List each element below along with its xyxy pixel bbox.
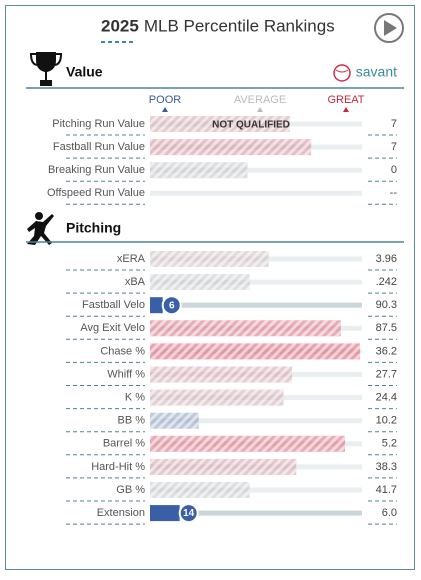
bar-hatch	[150, 458, 297, 475]
savant-logo: savant	[356, 64, 397, 80]
percentile-track	[150, 190, 362, 196]
section-title: Pitching	[66, 220, 121, 236]
legend-average: AVERAGE	[234, 94, 286, 106]
percentile-bar	[150, 297, 163, 314]
bar-hatch	[150, 139, 312, 156]
metric-value: 7	[391, 118, 397, 130]
percentile-track	[150, 302, 362, 308]
not-qualified: NOT QUALIFIED	[212, 120, 290, 131]
bar-hatch	[150, 366, 293, 383]
metric-label: GB %	[116, 484, 145, 496]
metric-label: Extension	[97, 507, 145, 519]
bar-hatch	[150, 343, 360, 360]
metric-value: 41.7	[376, 484, 397, 496]
metric-label: Barrel %	[103, 438, 145, 450]
metric-label: Offspeed Run Value	[47, 187, 145, 199]
metric-value: 3.96	[376, 253, 397, 265]
percentile-badge	[161, 295, 182, 316]
legend-arrow	[257, 107, 263, 112]
metric-label: Whiff %	[107, 368, 145, 380]
pitcher-icon	[27, 212, 54, 245]
bar-hatch	[150, 320, 341, 337]
metric-label: Chase %	[100, 345, 145, 357]
metric-value: 90.3	[376, 299, 397, 311]
metric-value: 38.3	[376, 461, 397, 473]
metric-value: --	[390, 187, 398, 199]
metric-value: 7	[391, 141, 397, 153]
percentile-track	[150, 279, 362, 285]
metric-label: Breaking Run Value	[48, 164, 145, 176]
metric-label: xBA	[125, 276, 146, 288]
legend-poor: POOR	[149, 94, 181, 106]
percentile-track	[150, 418, 362, 424]
bar-hatch	[150, 162, 248, 179]
legend-great: GREAT	[327, 94, 364, 106]
bar-hatch	[150, 389, 284, 406]
title: MLB Percentile Rankings	[144, 16, 335, 35]
bar-hatch	[150, 482, 250, 498]
legend-arrow	[162, 107, 168, 112]
bar-hatch	[150, 251, 269, 267]
metric-label: Fastball Run Value	[53, 141, 145, 153]
metric-value: 36.2	[376, 345, 397, 357]
year: 2025	[101, 16, 139, 35]
metric-value: 87.5	[376, 322, 397, 334]
metric-label: BB %	[117, 415, 145, 427]
metric-label: xERA	[117, 253, 146, 265]
metric-value: 24.4	[376, 392, 397, 404]
play-button[interactable]	[374, 13, 404, 43]
savant-logo-icon	[333, 64, 351, 82]
metric-value: 0	[391, 164, 397, 176]
percentile-badge	[178, 503, 199, 524]
bar-hatch	[150, 116, 290, 132]
legend-arrow	[343, 107, 349, 112]
metric-value: .242	[376, 276, 397, 288]
metric-label: K %	[125, 392, 145, 404]
metric-value: 27.7	[376, 368, 397, 380]
percentile-badge-text: 6	[169, 300, 175, 311]
percentile-badge-text: 14	[183, 508, 195, 519]
trophy-icon	[29, 52, 63, 86]
bar-hatch	[150, 274, 250, 291]
metric-label: Hard-Hit %	[91, 461, 145, 473]
bar-hatch	[150, 435, 346, 452]
section-title: Value	[66, 64, 103, 80]
metric-value: 5.2	[382, 438, 397, 450]
percentile-track	[150, 487, 362, 493]
metric-value: 10.2	[376, 415, 397, 427]
metric-value: 6.0	[382, 507, 397, 519]
metric-label: Pitching Run Value	[52, 118, 145, 130]
percentile-track	[150, 510, 362, 516]
metric-label: Avg Exit Velo	[80, 322, 145, 334]
percentile-bar	[150, 505, 180, 522]
metric-label: Fastball Velo	[82, 299, 145, 311]
bar-hatch	[150, 412, 199, 429]
percentile-track	[150, 167, 362, 173]
